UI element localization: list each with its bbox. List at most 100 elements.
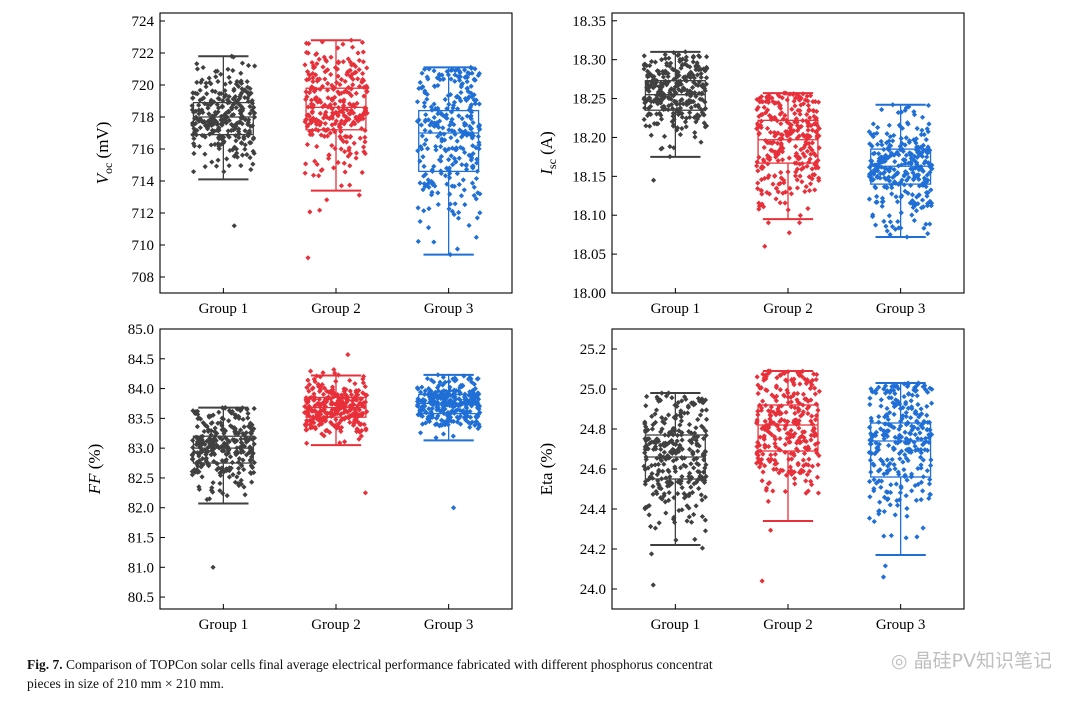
- data-point: [773, 383, 780, 389]
- data-point: [757, 402, 763, 408]
- data-point: [768, 431, 775, 438]
- data-point: [894, 383, 900, 389]
- data-point: [446, 399, 452, 405]
- data-point: [886, 442, 892, 449]
- data-point: [345, 153, 351, 159]
- data-point: [925, 190, 931, 196]
- data-point: [312, 88, 318, 94]
- data-point: [679, 507, 685, 513]
- data-point: [790, 393, 796, 399]
- data-point: [755, 186, 761, 192]
- data-point: [799, 160, 805, 167]
- data-point: [792, 160, 798, 166]
- data-point: [450, 105, 456, 111]
- data-point: [312, 158, 318, 164]
- y-tick-label: 24.2: [580, 542, 606, 558]
- data-point: [329, 96, 335, 102]
- data-point: [886, 174, 892, 180]
- data-point: [227, 423, 234, 429]
- data-point: [461, 120, 468, 126]
- data-point: [902, 452, 908, 458]
- data-point: [199, 474, 205, 480]
- data-point: [773, 185, 780, 191]
- data-point: [883, 184, 890, 190]
- data-point: [813, 129, 819, 135]
- y-axis-label: FF (%): [85, 444, 104, 496]
- data-point: [311, 394, 317, 400]
- data-point: [807, 379, 814, 385]
- data-point: [809, 140, 816, 146]
- data-point: [761, 433, 767, 439]
- y-tick-label: 24.4: [580, 502, 607, 518]
- data-point: [918, 131, 924, 138]
- data-point: [668, 428, 675, 434]
- data-point: [337, 124, 343, 131]
- data-point: [682, 49, 688, 55]
- data-point: [446, 101, 452, 107]
- data-point: [475, 72, 481, 79]
- data-point: [215, 157, 221, 163]
- data-point: [335, 105, 342, 111]
- data-point: [884, 433, 890, 439]
- data-point: [460, 132, 466, 138]
- data-point: [761, 144, 767, 151]
- data-point: [887, 460, 893, 467]
- data-point: [806, 456, 812, 462]
- data-point: [198, 79, 204, 85]
- data-point: [873, 387, 879, 393]
- data-point: [795, 370, 801, 376]
- data-point: [473, 145, 479, 151]
- data-point: [668, 86, 674, 92]
- data-point: [311, 391, 317, 397]
- data-point: [924, 154, 930, 160]
- data-point: [803, 438, 809, 445]
- data-point: [332, 121, 338, 127]
- data-point: [779, 149, 786, 155]
- data-point: [312, 378, 318, 385]
- data-point: [787, 125, 793, 131]
- data-point: [414, 403, 420, 409]
- y-tick-label: 82.5: [128, 471, 154, 487]
- data-point: [884, 228, 890, 234]
- data-point: [215, 465, 222, 471]
- data-point: [885, 463, 891, 469]
- data-point: [807, 115, 813, 121]
- data-point: [476, 411, 482, 417]
- data-point: [245, 133, 251, 139]
- data-point: [229, 459, 236, 466]
- data-point: [693, 63, 699, 69]
- data-point: [892, 159, 898, 165]
- data-point: [703, 81, 710, 87]
- data-point: [796, 97, 803, 103]
- data-point: [924, 126, 930, 132]
- data-point: [220, 467, 226, 473]
- data-point: [679, 125, 685, 132]
- data-point: [204, 445, 210, 451]
- data-point: [755, 412, 761, 418]
- data-point: [866, 196, 873, 202]
- data-point: [759, 578, 765, 584]
- data-point: [324, 427, 330, 433]
- data-point: [203, 122, 209, 129]
- data-point: [806, 446, 812, 452]
- data-point: [646, 84, 652, 90]
- data-point: [900, 459, 906, 465]
- data-point: [763, 98, 769, 105]
- data-point: [468, 65, 474, 71]
- data-point: [909, 392, 916, 398]
- data-point: [456, 68, 463, 74]
- data-point: [907, 437, 914, 443]
- data-point: [778, 169, 784, 176]
- data-point: [312, 407, 318, 414]
- data-point: [797, 212, 803, 219]
- data-point: [786, 230, 792, 236]
- data-point: [772, 461, 778, 467]
- data-point: [906, 174, 912, 181]
- data-point: [684, 518, 690, 524]
- data-point: [189, 451, 196, 458]
- data-point: [766, 113, 773, 119]
- data-point: [305, 377, 311, 383]
- data-point: [304, 440, 310, 446]
- data-point: [694, 112, 701, 118]
- data-point: [314, 61, 320, 67]
